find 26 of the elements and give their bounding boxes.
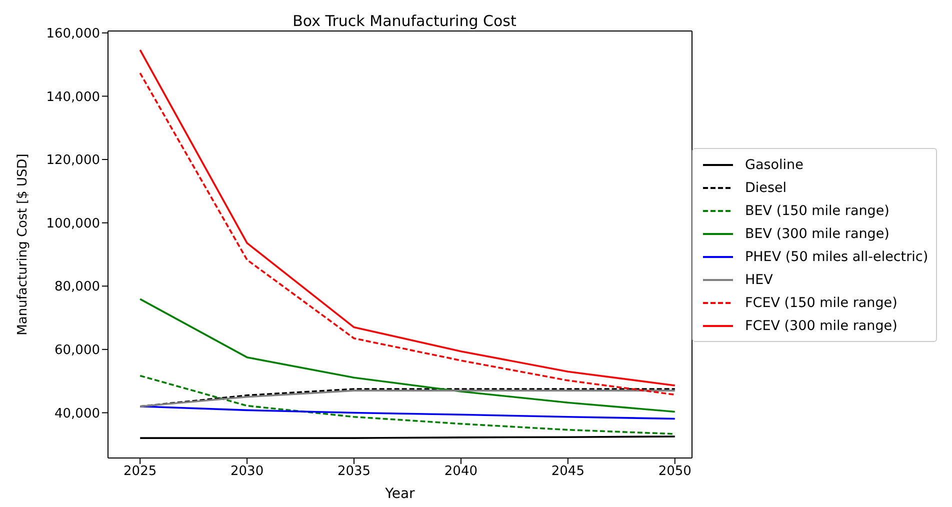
y-tick-label: 60,000 [54,343,100,358]
x-tick-label: 2035 [337,464,371,480]
y-tick-label: 140,000 [46,90,100,105]
y-tick-label: 120,000 [46,153,100,168]
legend-label: BEV (300 mile range) [745,226,890,242]
y-axis-title: Manufacturing Cost [$ USD] [16,154,31,336]
x-tick-label: 2045 [551,464,584,480]
y-tick-label: 160,000 [46,26,100,42]
x-axis-title: Year [384,486,416,502]
legend-label: BEV (150 mile range) [745,202,890,218]
legend-label: FCEV (300 mile range) [745,318,898,334]
x-tick-label: 2030 [230,464,264,480]
line-series [139,298,676,413]
legend-label: HEV [745,272,773,288]
y-tick-label: 40,000 [54,406,100,422]
line-series [139,406,676,420]
legend-label: FCEV (150 mile range) [745,294,898,310]
x-tick-label: 2025 [124,464,157,480]
legend-label: Diesel [745,180,787,196]
legend-label: Gasoline [745,156,804,172]
x-tick-label: 2050 [658,464,692,480]
x-tick-label: 2040 [444,464,478,480]
chart-title: Box Truck Manufacturing Cost [292,12,518,30]
legend-label: PHEV (50 miles all-electric) [745,248,928,264]
y-tick-label: 80,000 [54,280,100,295]
y-tick-label: 100,000 [46,216,100,232]
